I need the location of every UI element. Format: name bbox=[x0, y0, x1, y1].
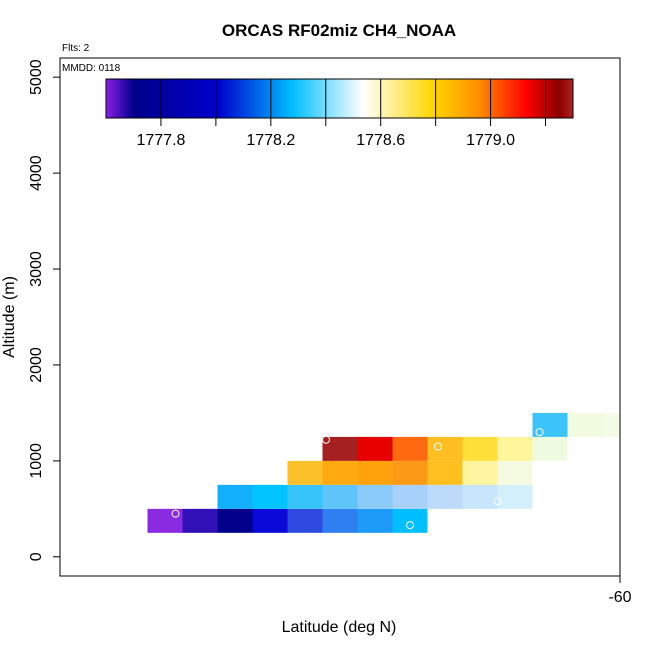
y-tick-label: 0 bbox=[28, 552, 45, 561]
heatmap-cell bbox=[392, 460, 428, 485]
heatmap-cell bbox=[217, 484, 253, 509]
y-axis-label: Altitude (m) bbox=[1, 276, 18, 358]
observation-points bbox=[171, 428, 544, 530]
colorbar: 1777.8 1778.2 1778.6 1779.0 bbox=[105, 78, 574, 149]
heatmap-cell bbox=[147, 508, 183, 533]
observation-point bbox=[493, 497, 502, 506]
heatmap-cell bbox=[392, 484, 428, 509]
heatmap-cell bbox=[357, 508, 393, 533]
heatmap-cell bbox=[427, 460, 463, 485]
chart-title: ORCAS RF02miz CH4_NOAA bbox=[222, 21, 456, 40]
heatmap-cell bbox=[322, 508, 358, 533]
heatmap-cell bbox=[567, 412, 603, 437]
y-tick-label: 3000 bbox=[28, 251, 45, 287]
x-tick-label: -60 bbox=[608, 589, 631, 606]
y-tick-label: 4000 bbox=[28, 155, 45, 191]
y-axis: 0 1000 2000 3000 4000 5000 bbox=[28, 59, 61, 561]
flights-annotation: Flts: 2 bbox=[62, 43, 90, 54]
heatmap-cell bbox=[357, 460, 393, 485]
heatmap-cell bbox=[287, 508, 323, 533]
heatmap-cell bbox=[532, 412, 568, 437]
heatmap-cell bbox=[602, 412, 620, 437]
observation-point bbox=[322, 435, 330, 444]
heatmap-cell bbox=[392, 436, 428, 461]
heatmap-cell bbox=[322, 460, 358, 485]
heatmap-cell bbox=[497, 460, 533, 485]
mmdd-annotation: MMDD: 0118 bbox=[62, 63, 121, 74]
x-axis: -60 bbox=[608, 576, 632, 606]
colorbar-gradient bbox=[105, 78, 574, 119]
y-tick-label: 1000 bbox=[28, 443, 45, 479]
heatmap-cell bbox=[497, 436, 533, 461]
heatmap-cell bbox=[252, 508, 288, 533]
observation-point bbox=[171, 509, 180, 518]
x-axis-label: Latitude (deg N) bbox=[282, 619, 397, 636]
heatmap-cell bbox=[462, 484, 498, 509]
heatmap-cell bbox=[357, 436, 393, 461]
heatmap-cell bbox=[427, 484, 463, 509]
observation-point bbox=[406, 521, 414, 530]
heatmap-cells bbox=[147, 412, 620, 533]
heatmap-cell bbox=[357, 484, 393, 509]
heatmap-cell bbox=[462, 460, 498, 485]
observation-point bbox=[535, 428, 544, 437]
heatmap-cell bbox=[287, 484, 323, 509]
y-tick-label: 2000 bbox=[28, 347, 45, 383]
y-tick-label: 5000 bbox=[28, 59, 45, 95]
heatmap-cell bbox=[392, 508, 428, 533]
heatmap-cell bbox=[497, 484, 533, 509]
heatmap-cell bbox=[322, 484, 358, 509]
heatmap-cell bbox=[427, 436, 463, 461]
heatmap-cell bbox=[462, 436, 498, 461]
heatmap-cell bbox=[532, 436, 568, 461]
heatmap-cell bbox=[182, 508, 218, 533]
colorbar-tick-label: 1779.0 bbox=[466, 132, 515, 149]
heatmap-cell bbox=[322, 436, 358, 461]
heatmap-cell bbox=[287, 460, 323, 485]
observation-point bbox=[434, 442, 442, 451]
heatmap-cell bbox=[252, 484, 288, 509]
colorbar-tick-label: 1778.2 bbox=[246, 132, 295, 149]
colorbar-tick-label: 1778.6 bbox=[356, 132, 405, 149]
colorbar-tick-label: 1777.8 bbox=[136, 132, 185, 149]
heatmap-cell bbox=[217, 508, 253, 533]
